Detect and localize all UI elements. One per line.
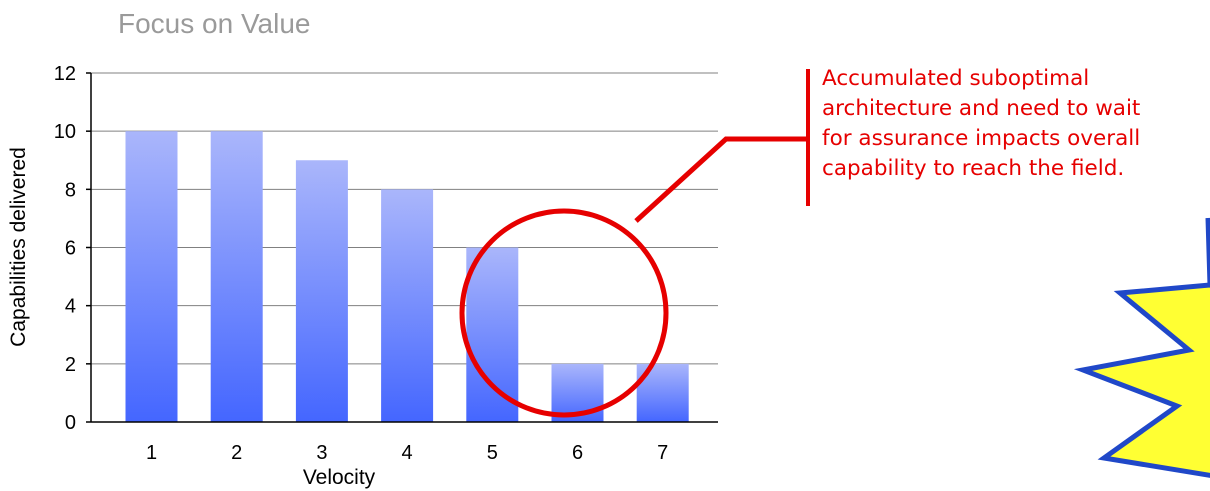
x-tick-label: 3 [316,442,327,464]
x-tick-label: 4 [402,442,413,464]
x-tick-labels: 1 2 3 4 5 6 7 [146,442,668,464]
bar [466,247,519,422]
y-tick-labels: 0 2 4 6 8 10 12 [54,63,91,434]
callout-line: capability to reach the field. [822,156,1125,181]
highlight-circle [459,208,669,418]
callout-line: Accumulated suboptimal [822,66,1090,91]
y-tick-label: 2 [65,354,76,376]
y-tick-label: 10 [54,121,76,143]
y-axis-label: Capabilities delivered [7,147,30,347]
x-tick-label: 1 [146,442,157,464]
y-tick-label: 4 [65,296,76,318]
y-tick-label: 12 [54,63,76,85]
y-tick-label: 6 [65,238,76,260]
x-axis-label: Velocity [303,466,376,489]
x-tick-label: 5 [487,442,498,464]
bars [125,131,689,422]
callout-line: architecture and need to wait [822,96,1141,121]
bar [125,131,178,422]
x-tick-label: 6 [572,442,583,464]
y-tick-label: 0 [65,412,76,434]
x-tick-label: 2 [231,442,242,464]
bar [210,131,263,422]
x-tick-label: 7 [657,442,668,464]
callout-text: Accumulated suboptimal architecture and … [822,64,1210,184]
chart-title: Focus on Value [118,8,311,39]
bar [381,189,434,422]
y-tick-label: 8 [65,179,76,201]
callout-connector-line [634,136,808,223]
starburst-shape [1073,217,1210,478]
bar [295,160,348,422]
callout-line: for assurance impacts overall [822,126,1141,151]
